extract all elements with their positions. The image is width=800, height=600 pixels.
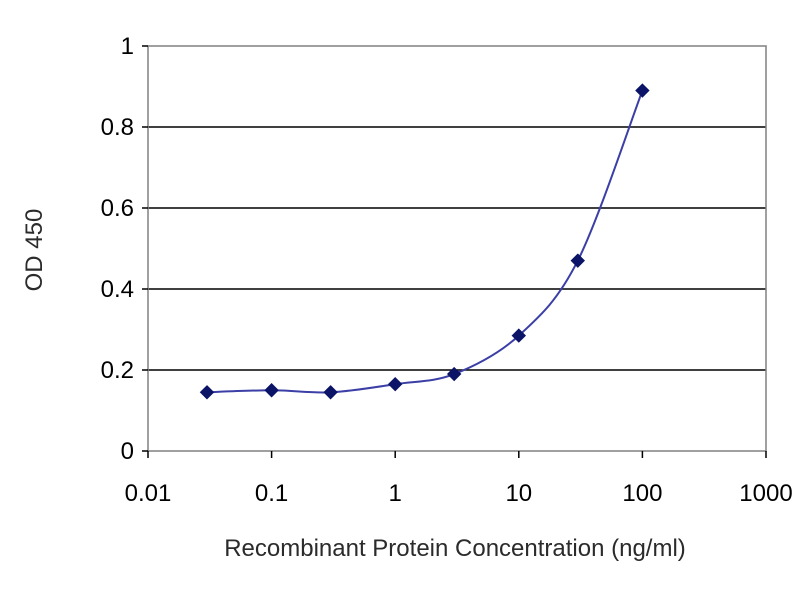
- y-tick-label: 0.4: [101, 276, 134, 303]
- y-tick-label: 0.6: [101, 195, 134, 222]
- data-point-marker: [387, 376, 403, 392]
- x-tick-label: 10: [505, 480, 532, 507]
- data-point-marker: [264, 383, 279, 398]
- series-layer: [199, 83, 650, 400]
- x-tick-label: 1000: [739, 480, 792, 507]
- data-point-marker: [570, 253, 585, 268]
- x-axis-title: Recombinant Protein Concentration (ng/ml…: [224, 535, 686, 562]
- y-tick-label: 1: [121, 33, 134, 60]
- plot-frame: [147, 45, 767, 452]
- data-point-marker: [323, 385, 338, 400]
- data-point-marker: [635, 83, 650, 98]
- data-point-marker: [446, 366, 462, 382]
- x-tick-label: 0.1: [255, 480, 288, 507]
- x-axis-tick-labels: 0.01 0.1 1 10 100 1000: [125, 480, 793, 507]
- y-tick-label: 0.8: [101, 114, 134, 141]
- x-tick-label: 1: [389, 480, 402, 507]
- y-axis-title: OD 450: [21, 209, 48, 292]
- y-axis-tick-marks: [142, 45, 148, 452]
- y-tick-label: 0.2: [101, 357, 134, 384]
- x-tick-label: 0.01: [125, 480, 172, 507]
- data-point-marker: [199, 385, 215, 400]
- data-point-marker: [511, 328, 527, 343]
- plot-area: [148, 46, 766, 451]
- y-tick-label: 0: [121, 438, 134, 465]
- y-axis-tick-labels: 0 0.2 0.4 0.6 0.8 1: [101, 33, 134, 465]
- x-tick-label: 100: [622, 480, 662, 507]
- x-axis-tick-marks: [147, 451, 767, 458]
